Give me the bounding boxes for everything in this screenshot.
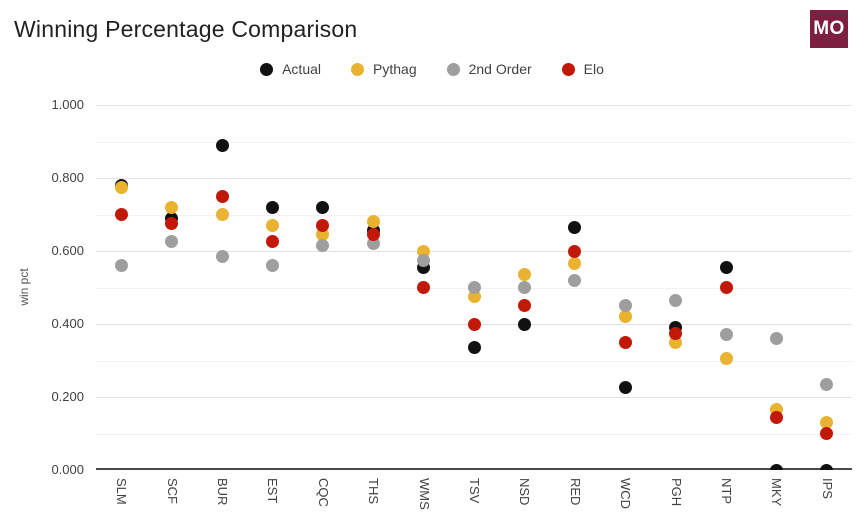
gridline-major-0.6 <box>96 251 852 252</box>
point-elo-red[interactable] <box>568 244 582 258</box>
legend-item-pythag[interactable]: Pythag <box>351 61 417 77</box>
point-pythag-wcd[interactable] <box>618 310 632 324</box>
point-pythag-nsd[interactable] <box>517 268 531 282</box>
point-actual-mky[interactable] <box>769 463 783 470</box>
point-actual-ips[interactable] <box>820 463 834 470</box>
gridline-major-0.8 <box>96 178 852 179</box>
point-2nd-order-scf[interactable] <box>165 235 179 249</box>
x-tick-wcd: WCD <box>618 478 634 510</box>
gridline-minor-0.3 <box>96 360 852 362</box>
legend-dot-elo <box>561 62 575 76</box>
x-tick-wms: WMS <box>416 478 432 510</box>
point-elo-ths[interactable] <box>366 228 380 242</box>
point-2nd-order-bur[interactable] <box>215 249 229 263</box>
point-actual-nsd[interactable] <box>517 317 531 331</box>
point-elo-tsv[interactable] <box>467 317 481 331</box>
point-actual-red[interactable] <box>568 220 582 234</box>
point-actual-ntp[interactable] <box>719 260 733 274</box>
gridline-minor-0.7 <box>96 214 852 216</box>
legend-dot-2nd-order <box>446 62 460 76</box>
point-actual-bur[interactable] <box>215 138 229 152</box>
x-axis-line <box>96 468 852 470</box>
point-pythag-red[interactable] <box>568 257 582 271</box>
point-actual-est[interactable] <box>265 200 279 214</box>
point-elo-est[interactable] <box>265 235 279 249</box>
gridline-minor-0.1 <box>96 433 852 435</box>
point-pythag-ths[interactable] <box>366 215 380 229</box>
legend-label-elo: Elo <box>583 61 604 77</box>
legend-dot-pythag <box>351 62 365 76</box>
point-elo-bur[interactable] <box>215 189 229 203</box>
x-tick-ths: THS <box>366 478 382 504</box>
brand-logo-text: MO <box>813 18 845 39</box>
x-tick-bur: BUR <box>215 478 230 506</box>
page-title: Winning Percentage Comparison <box>14 16 358 42</box>
point-elo-nsd[interactable] <box>517 299 531 313</box>
point-2nd-order-ntp[interactable] <box>719 328 733 342</box>
gridline-major-1.0 <box>96 105 852 106</box>
point-2nd-order-slm[interactable] <box>114 259 128 273</box>
point-elo-ips[interactable] <box>820 427 834 440</box>
y-tick-0.800: 0.800 <box>51 170 84 185</box>
legend-item-elo[interactable]: Elo <box>561 61 604 77</box>
x-tick-ips: IPS <box>819 478 835 499</box>
point-elo-scf[interactable] <box>165 217 179 231</box>
x-tick-pgh: PGH <box>668 478 684 507</box>
point-pythag-ips[interactable] <box>820 416 834 430</box>
plot-area <box>96 105 852 470</box>
x-tick-cqc: CQC <box>315 478 331 507</box>
x-tick-slm: SLM <box>114 478 130 505</box>
x-tick-nsd: NSD <box>517 478 533 506</box>
gridline-major-0.2 <box>96 397 852 398</box>
point-2nd-order-ips[interactable] <box>820 377 834 391</box>
legend-item-2nd-order[interactable]: 2nd Order <box>446 61 532 77</box>
legend-item-actual[interactable]: Actual <box>260 61 321 77</box>
legend-label-actual: Actual <box>282 61 322 77</box>
y-tick-0.200: 0.200 <box>51 389 84 404</box>
point-elo-slm[interactable] <box>114 208 128 221</box>
legend-label-pythag: Pythag <box>373 61 417 77</box>
y-tick-0.000: 0.000 <box>51 462 84 477</box>
point-pythag-slm[interactable] <box>114 180 128 194</box>
gridline-minor-0.9 <box>96 141 852 143</box>
y-axis-title: win pct <box>17 268 31 306</box>
point-2nd-order-cqc[interactable] <box>316 239 330 253</box>
point-elo-mky[interactable] <box>769 410 783 424</box>
x-tick-ntp: NTP <box>719 478 734 504</box>
x-tick-scf: SCF <box>164 478 180 504</box>
point-2nd-order-mky[interactable] <box>769 332 783 346</box>
x-tick-mky: MKY <box>769 478 785 507</box>
x-tick-red: RED <box>567 478 583 506</box>
point-actual-cqc[interactable] <box>316 200 330 214</box>
point-actual-tsv[interactable] <box>467 341 481 355</box>
point-actual-wcd[interactable] <box>618 381 632 395</box>
point-2nd-order-wcd[interactable] <box>618 299 632 313</box>
legend-dot-actual <box>260 62 274 76</box>
point-pythag-scf[interactable] <box>165 200 179 214</box>
legend-label-2nd-order: 2nd Order <box>468 61 532 77</box>
y-tick-0.600: 0.600 <box>51 243 84 258</box>
point-2nd-order-wms[interactable] <box>417 253 431 267</box>
point-elo-ntp[interactable] <box>719 281 733 294</box>
point-2nd-order-est[interactable] <box>265 259 279 273</box>
point-elo-pgh[interactable] <box>669 326 683 340</box>
point-pythag-bur[interactable] <box>215 208 229 221</box>
point-2nd-order-tsv[interactable] <box>467 281 481 294</box>
point-pythag-ntp[interactable] <box>719 352 733 366</box>
point-pythag-est[interactable] <box>265 218 279 232</box>
y-tick-0.400: 0.400 <box>51 316 84 331</box>
x-tick-tsv: TSV <box>467 478 482 504</box>
y-tick-1.000: 1.000 <box>51 97 84 112</box>
point-elo-wms[interactable] <box>417 281 431 294</box>
point-2nd-order-pgh[interactable] <box>669 293 683 307</box>
x-tick-est: EST <box>265 478 281 504</box>
point-2nd-order-red[interactable] <box>568 273 582 287</box>
chart-legend: Actual Pythag 2nd Order Elo <box>0 61 864 77</box>
point-2nd-order-nsd[interactable] <box>517 281 531 294</box>
point-elo-cqc[interactable] <box>316 218 330 232</box>
brand-logo[interactable]: MO <box>810 10 848 48</box>
point-elo-wcd[interactable] <box>618 335 632 349</box>
